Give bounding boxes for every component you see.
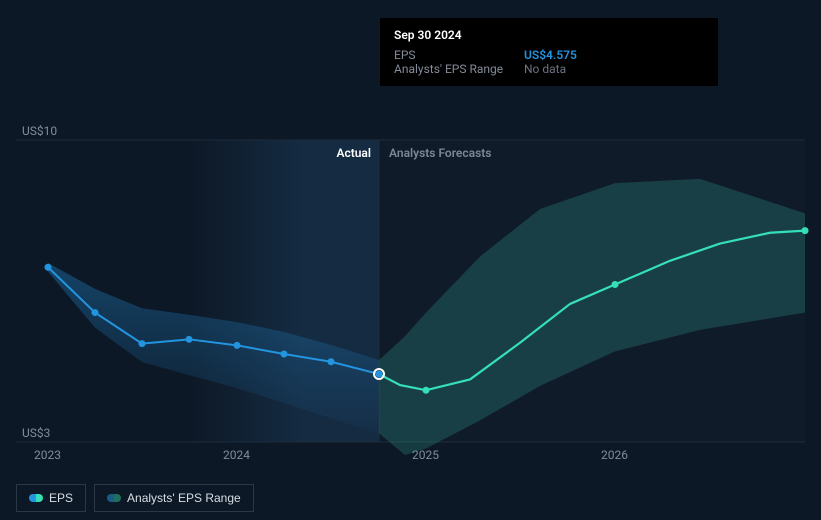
legend-item-eps[interactable]: EPS bbox=[16, 484, 86, 512]
x-axis-label: 2024 bbox=[223, 448, 250, 462]
region-label-actual: Actual bbox=[336, 146, 371, 160]
chart-tooltip: Sep 30 2024 EPS US$4.575 Analysts' EPS R… bbox=[380, 18, 718, 86]
tooltip-date: Sep 30 2024 bbox=[394, 28, 704, 42]
tooltip-row-eps: EPS US$4.575 bbox=[394, 48, 704, 62]
y-axis-label: US$10 bbox=[22, 124, 57, 138]
y-axis-label: US$3 bbox=[22, 426, 50, 440]
eps-chart-container: { "tooltip": { "date": "Sep 30 2024", "r… bbox=[0, 0, 821, 520]
x-axis-label: 2026 bbox=[601, 448, 628, 462]
legend-label: Analysts' EPS Range bbox=[127, 491, 241, 505]
legend-swatch bbox=[107, 494, 121, 502]
chart-legend: EPS Analysts' EPS Range bbox=[16, 484, 254, 512]
legend-item-range[interactable]: Analysts' EPS Range bbox=[94, 484, 254, 512]
legend-label: EPS bbox=[49, 491, 73, 505]
tooltip-value: No data bbox=[524, 62, 566, 76]
legend-swatch bbox=[29, 494, 43, 502]
tooltip-row-range: Analysts' EPS Range No data bbox=[394, 62, 704, 76]
x-axis-label: 2025 bbox=[412, 448, 439, 462]
region-label-forecast: Analysts Forecasts bbox=[389, 146, 491, 160]
x-axis-label: 2023 bbox=[34, 448, 61, 462]
tooltip-label: Analysts' EPS Range bbox=[394, 62, 524, 76]
tooltip-label: EPS bbox=[394, 48, 524, 62]
tooltip-value: US$4.575 bbox=[524, 48, 577, 62]
